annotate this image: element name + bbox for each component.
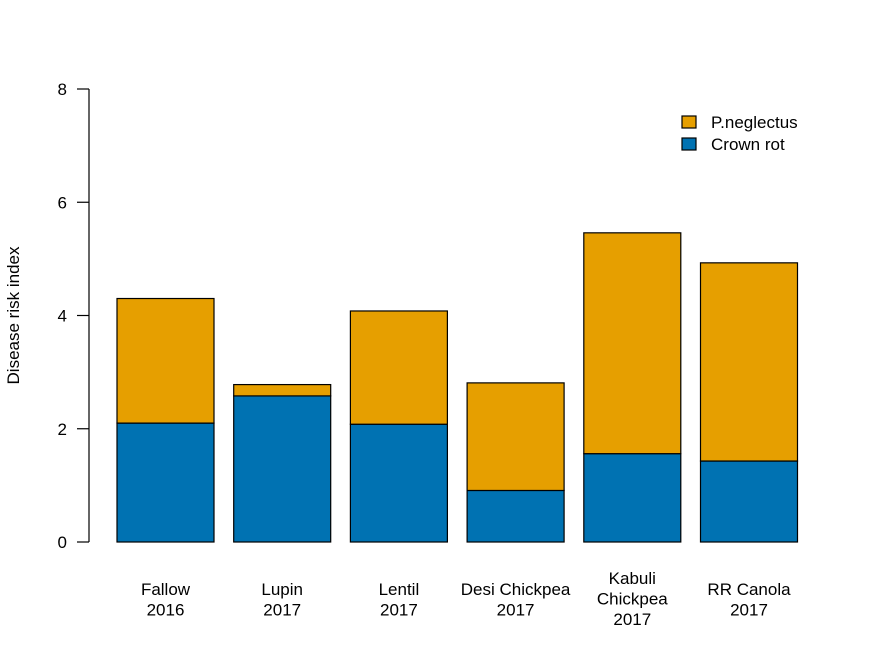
x-category-label-line: 2017 — [613, 610, 651, 629]
bar-crown-rot — [233, 395, 332, 543]
x-category-label: Kabuli Chickpea 2017 — [597, 569, 668, 629]
y-axis-label: Disease risk index — [4, 246, 23, 384]
legend-label: Crown rot — [711, 135, 785, 154]
bar-p-neglectus — [699, 262, 799, 462]
y-tick-label: 6 — [58, 193, 67, 212]
x-category-label-line: 2017 — [380, 601, 418, 620]
x-category-label-line: 2017 — [263, 601, 301, 620]
y-tick-label: 8 — [58, 80, 67, 99]
bar-p-neglectus — [116, 297, 215, 424]
x-category-label-line: Fallow — [141, 580, 191, 599]
x-category-label: Lentil 2017 — [379, 580, 420, 620]
x-category-label-line: Chickpea — [597, 590, 668, 609]
bar-crown-rot — [583, 453, 682, 543]
y-tick-label: 2 — [58, 420, 67, 439]
bar-p-neglectus — [466, 382, 565, 492]
y-axis: 0 2 4 6 8 — [58, 80, 90, 552]
legend-swatch — [681, 115, 697, 129]
legend-label: P.neglectus — [711, 113, 798, 132]
x-category-label-line: Kabuli — [609, 569, 656, 588]
x-category-label: Fallow 2016 — [141, 580, 191, 620]
x-category-label-line: 2017 — [730, 601, 768, 620]
x-category-label: Lupin 2017 — [261, 580, 303, 620]
legend-swatch — [681, 137, 697, 151]
bar-p-neglectus — [349, 310, 448, 425]
x-category-label: Desi Chickpea 2017 — [461, 580, 571, 620]
bar-crown-rot — [466, 489, 565, 543]
y-tick-label: 0 — [58, 533, 67, 552]
x-category-label-line: Desi Chickpea — [461, 580, 571, 599]
x-category-label-line: Lupin — [261, 580, 303, 599]
bar-p-neglectus — [233, 383, 332, 397]
bar-crown-rot — [699, 460, 799, 543]
y-tick-label: 4 — [58, 307, 67, 326]
bar-crown-rot — [116, 422, 215, 543]
plot-area — [116, 232, 799, 543]
x-category-label-line: 2017 — [497, 601, 535, 620]
x-category-label-line: Lentil — [379, 580, 420, 599]
x-category-label-line: RR Canola — [707, 580, 791, 599]
x-category-label-line: 2016 — [147, 601, 185, 620]
bar-p-neglectus — [583, 232, 682, 455]
legend: P.neglectus Crown rot — [681, 113, 798, 154]
bar-crown-rot — [349, 423, 448, 543]
x-category-label: RR Canola 2017 — [707, 580, 791, 620]
